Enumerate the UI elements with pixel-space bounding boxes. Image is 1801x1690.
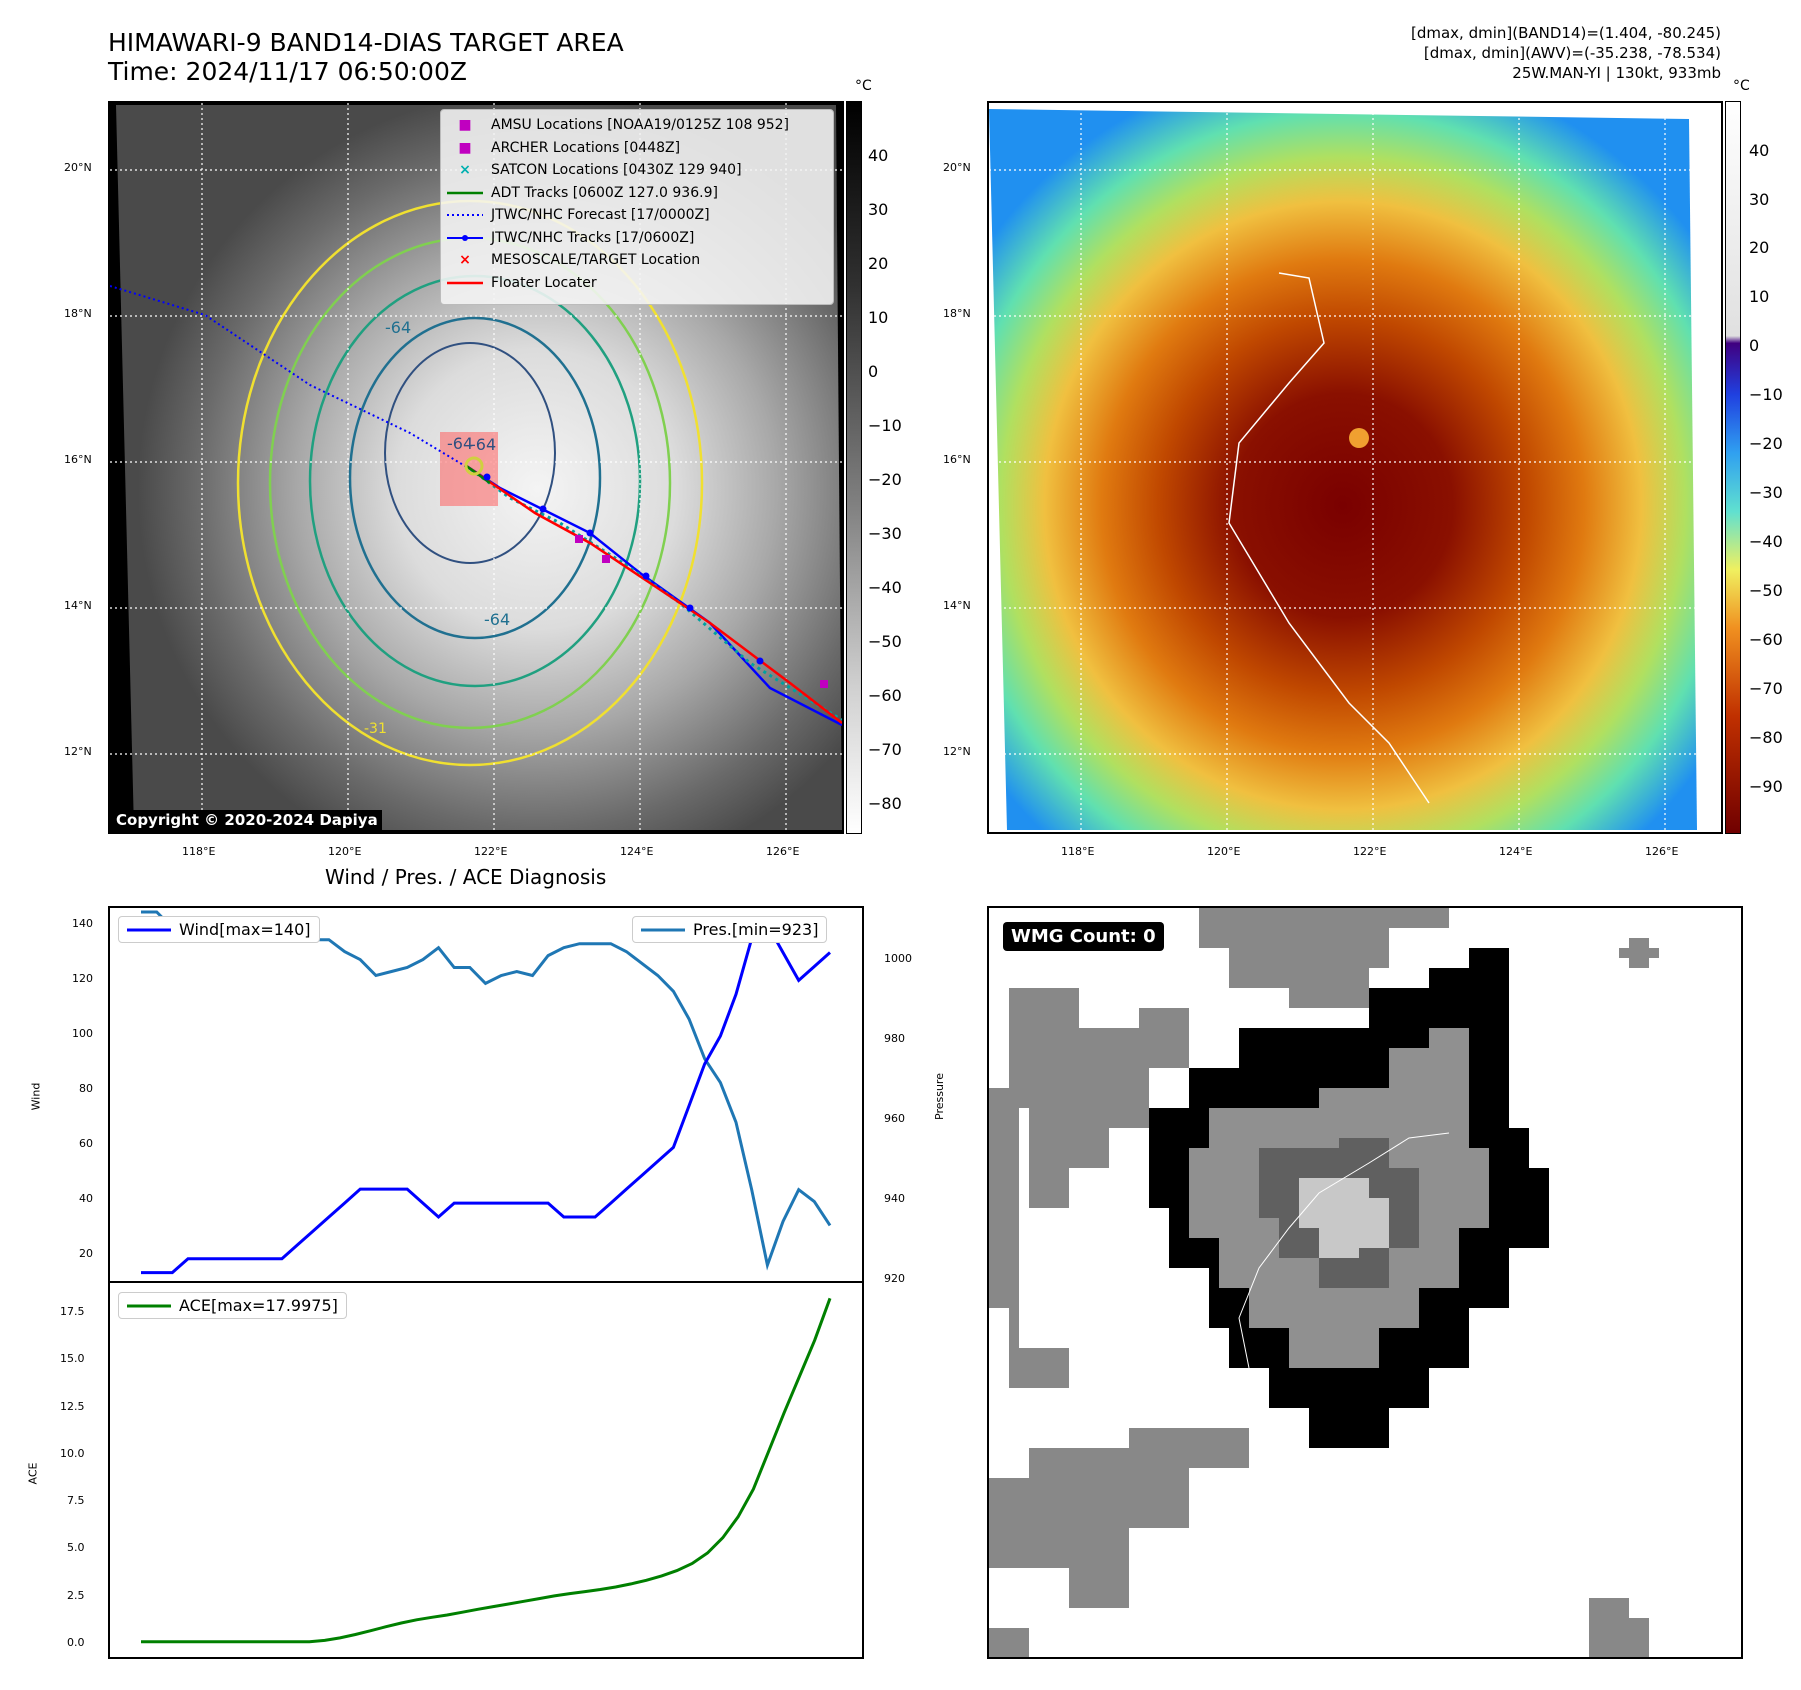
contour-teal (348, 316, 602, 640)
figure-title: HIMAWARI-9 BAND14-DIAS TARGET AREA (108, 28, 624, 57)
lon-label: 126°E (1645, 845, 1679, 858)
legend-item-floater: Floater Locater (447, 272, 827, 295)
figure-time: Time: 2024/11/17 06:50:00Z (108, 57, 467, 86)
contour-label: -64 (447, 434, 473, 453)
archer-marker (602, 555, 610, 563)
forecast-line-icon (447, 207, 483, 223)
floater-track (464, 463, 842, 724)
lat-label: 12°N (943, 745, 971, 758)
awv-map-grid (989, 103, 1721, 832)
legend-item-amsu: ■ AMSU Locations [NOAA19/0125Z 108 952] (447, 114, 827, 137)
awv-eye (1349, 428, 1369, 448)
adt-line-icon (447, 185, 483, 201)
lon-label: 122°E (474, 845, 508, 858)
lon-label: 120°E (1207, 845, 1241, 858)
ace-plot (108, 1281, 864, 1659)
satcon-marker-icon: × (459, 162, 471, 179)
wind-pres-plot (108, 906, 864, 1283)
amsu-marker-icon: ■ (458, 117, 472, 134)
lat-label: 18°N (64, 307, 92, 320)
legend-item-target: × MESOSCALE/TARGET Location (447, 249, 827, 272)
info-awv: [dmax, dmin](AWV)=(-35.238, -78.534) (1423, 44, 1721, 62)
diagnosis-title: Wind / Pres. / ACE Diagnosis (325, 865, 607, 889)
luzon-coastline (1228, 272, 1430, 804)
wmg-panel: WMG Count: 0 (987, 906, 1743, 1659)
gray-colorbar (846, 101, 862, 834)
ace-ylabel: ACE (26, 1462, 40, 1485)
pres-ylabel: Pressure (932, 1073, 946, 1120)
legend-item-forecast: JTWC/NHC Forecast [17/0000Z] (447, 204, 827, 227)
info-band14: [dmax, dmin](BAND14)=(1.404, -80.245) (1410, 24, 1721, 42)
wind-ylabel: Wind (29, 1082, 43, 1111)
contour-label: -31 (364, 721, 387, 737)
floater-line-icon (447, 275, 483, 291)
info-storm: 25W.MAN-YI | 130kt, 933mb (1512, 64, 1721, 82)
series-line-pressure (141, 910, 832, 1271)
contour-label: -64 (484, 610, 510, 629)
awv-map-svg (989, 103, 1721, 832)
pres-legend: Pres.[min=923] (632, 916, 828, 943)
ace-legend: ACE[max=17.9975] (118, 1292, 347, 1319)
legend-item-adt: ADT Tracks [0600Z 127.0 936.9] (447, 182, 827, 205)
lon-label: 122°E (1353, 845, 1387, 858)
copyright-label: Copyright © 2020-2024 Dapiya (112, 810, 382, 830)
legend-item-satcon: × SATCON Locations [0430Z 129 940] (447, 159, 827, 182)
color-colorbar (1725, 101, 1741, 834)
satcon-track (464, 463, 842, 722)
awv-map-panel (987, 101, 1723, 834)
jtwc-line-icon (447, 230, 483, 246)
eye-contour (464, 456, 484, 476)
awv-image (989, 109, 1697, 830)
wmg-svg (989, 908, 1659, 1657)
band14-map-panel: -64 -64 -64 -64 -31 ■ AMSU Locations [NOA… (108, 101, 844, 834)
lat-label: 16°N (943, 453, 971, 466)
lon-label: 124°E (1499, 845, 1533, 858)
legend-item-archer: ■ ARCHER Locations [0448Z] (447, 137, 827, 160)
lon-label: 120°E (328, 845, 362, 858)
wind-pres-svg (141, 910, 832, 1275)
gray-colorbar-unit: °C (855, 78, 872, 94)
contour-blue (384, 342, 556, 564)
lat-label: 14°N (64, 599, 92, 612)
lon-label: 124°E (620, 845, 654, 858)
amsu-marker-2 (820, 680, 828, 688)
lat-label: 14°N (943, 599, 971, 612)
lon-label: 118°E (182, 845, 216, 858)
lon-label: 118°E (1061, 845, 1095, 858)
wind-legend-line (127, 928, 171, 931)
wmg-count-label: WMG Count: 0 (1003, 922, 1164, 951)
forecast-track (110, 285, 471, 470)
lat-label: 20°N (943, 161, 971, 174)
pres-legend-line (641, 928, 685, 931)
amsu-marker (575, 535, 583, 543)
contour-label: -64 (385, 318, 411, 337)
series-line-wind (141, 922, 831, 1275)
color-colorbar-unit: °C (1733, 78, 1750, 94)
ace-svg (141, 1297, 832, 1644)
ace-legend-line (127, 1304, 171, 1307)
archer-marker-icon: ■ (458, 139, 472, 156)
lat-label: 12°N (64, 745, 92, 758)
map-legend: ■ AMSU Locations [NOAA19/0125Z 108 952] ■… (440, 109, 834, 305)
wmg-eye-region (1299, 1178, 1389, 1258)
target-marker-icon: × (459, 252, 471, 269)
jtwc-points (483, 473, 764, 665)
lon-label: 126°E (766, 845, 800, 858)
wmg-outer-clouds (989, 908, 1659, 1657)
series-line-ace (141, 1297, 832, 1644)
lat-label: 18°N (943, 307, 971, 320)
wind-legend: Wind[max=140] (118, 916, 320, 943)
lat-label: 16°N (64, 453, 92, 466)
lat-label: 20°N (64, 161, 92, 174)
jtwc-track (464, 463, 842, 727)
wmg-coastline (1238, 1132, 1450, 1369)
contour-label: -64 (470, 435, 496, 454)
legend-item-jtwc: JTWC/NHC Tracks [17/0600Z] (447, 227, 827, 250)
